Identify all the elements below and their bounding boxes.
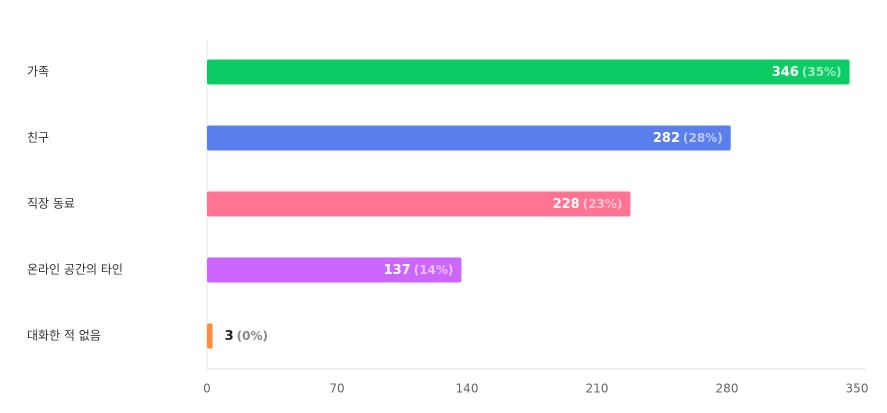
data-label: 282 (28%) <box>653 131 723 146</box>
data-label-percent: (14%) <box>414 263 454 277</box>
data-label: 3 (0%) <box>225 329 268 344</box>
data-label-percent: (0%) <box>237 329 268 343</box>
x-tick-label: 0 <box>203 382 211 396</box>
category-label: 가족 <box>27 65 49 79</box>
category-label: 대화한 적 없음 <box>27 329 101 343</box>
x-tick-label: 280 <box>716 382 739 396</box>
x-tick-label: 140 <box>456 382 479 396</box>
data-label: 137 (14%) <box>384 263 454 278</box>
data-label-value: 137 <box>384 263 411 278</box>
category-label: 직장 동료 <box>27 197 75 211</box>
data-label-percent: (28%) <box>683 131 723 145</box>
x-tick-label: 210 <box>586 382 609 396</box>
bar[interactable] <box>207 323 213 349</box>
data-label-value: 282 <box>653 131 680 146</box>
data-label-value: 3 <box>225 329 234 344</box>
data-label: 228 (23%) <box>553 197 623 212</box>
bar[interactable] <box>207 191 631 217</box>
bar[interactable] <box>207 125 731 151</box>
bar[interactable] <box>207 59 850 85</box>
data-label-percent: (23%) <box>583 197 623 211</box>
data-label-value: 228 <box>553 197 580 212</box>
data-label: 346 (35%) <box>772 65 842 80</box>
category-label: 친구 <box>27 131 49 145</box>
category-label: 온라인 공간의 타인 <box>27 263 123 277</box>
data-label-value: 346 <box>772 65 799 80</box>
x-tick-label: 350 <box>846 382 869 396</box>
x-tick-label: 70 <box>329 382 344 396</box>
bar[interactable] <box>207 257 462 283</box>
data-label-percent: (35%) <box>802 65 842 79</box>
